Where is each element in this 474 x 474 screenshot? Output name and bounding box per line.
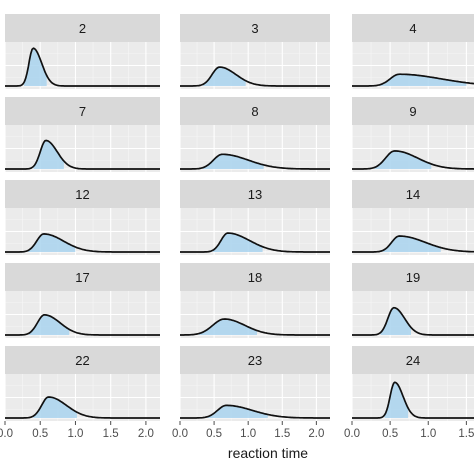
x-tick-label: 0.5 — [206, 428, 222, 440]
x-axes: 0.0 0.5 1.0 1.5 2.0 0.0 0.5 1.0 1.5 2.0 0.0 0.5 1.0 1… — [0, 421, 474, 440]
x-tick-label: 2.0 — [308, 428, 324, 440]
facet-label: 22 — [75, 353, 89, 368]
facet-panel: 14 — [351, 180, 474, 255]
facet-label: 2 — [79, 21, 86, 36]
x-tick-label: 0.0 — [0, 428, 13, 440]
density-curve — [352, 235, 474, 253]
density-fill — [374, 151, 432, 169]
x-tick-label: 0.5 — [382, 428, 398, 440]
x-tick-label: 1.5 — [458, 428, 474, 440]
x-tick-label: 1.0 — [420, 428, 436, 440]
density-fill — [203, 67, 246, 86]
facet-panel: 12 — [4, 180, 160, 255]
facet-label: 23 — [248, 353, 262, 368]
x-tick-label: 0.0 — [344, 428, 360, 440]
facet-label: 8 — [251, 104, 258, 119]
facet-label: 24 — [406, 353, 420, 368]
density-curve — [180, 66, 330, 87]
density-curve — [180, 404, 330, 419]
facet-panel: 22 — [4, 346, 160, 421]
x-axis-title: reaction time — [228, 445, 308, 461]
x-axis: 0.0 0.5 1.0 1.5 2.0 — [172, 421, 324, 440]
density-curve — [352, 73, 474, 87]
facet-panel: 13 — [179, 180, 330, 255]
density-fill — [23, 49, 47, 86]
density-curve — [5, 47, 160, 87]
density-curve — [5, 396, 160, 419]
facet-strip — [5, 180, 160, 208]
density-curve — [352, 306, 474, 336]
facet-panel: 7 — [4, 97, 160, 172]
facet-label: 17 — [75, 270, 89, 285]
facet-label: 3 — [251, 21, 258, 36]
x-tick-label: 2.0 — [138, 428, 154, 440]
density-fill — [33, 141, 64, 169]
density-fill — [29, 315, 70, 335]
facet-panel: 19 — [351, 263, 474, 338]
facet-panel: 17 — [4, 263, 160, 338]
facet-strip — [5, 14, 160, 42]
facet-panel: 9 — [351, 97, 474, 172]
density-curve — [180, 318, 330, 336]
x-axis: 0.0 0.5 1.0 1.5 — [344, 421, 474, 440]
density-fill — [212, 233, 263, 252]
facet-label: 14 — [406, 187, 420, 202]
density-curve — [180, 153, 330, 170]
facet-strip — [5, 346, 160, 374]
facet-strip — [352, 346, 474, 374]
x-tick-label: 0.5 — [32, 428, 48, 440]
facet-label: 18 — [248, 270, 262, 285]
facet-strip — [180, 97, 330, 125]
density-curve — [5, 314, 160, 336]
facet-strip — [352, 263, 474, 291]
facet-strip — [5, 97, 160, 125]
x-tick-label: 1.5 — [103, 428, 119, 440]
density-fill — [384, 383, 409, 418]
facet-label: 7 — [79, 104, 86, 119]
x-tick-label: 1.0 — [67, 428, 83, 440]
density-curve — [352, 381, 474, 419]
density-fill — [379, 74, 467, 86]
density-curve — [5, 139, 160, 170]
facet-strip — [180, 263, 330, 291]
facet-label: 9 — [409, 104, 416, 119]
facet-strip — [180, 346, 330, 374]
facet-strip — [180, 14, 330, 42]
density-curve — [180, 232, 330, 253]
x-tick-label: 1.0 — [240, 428, 256, 440]
facet-panel: 18 — [179, 263, 330, 338]
facet-label: 19 — [406, 270, 420, 285]
facet-strip — [352, 14, 474, 42]
density-fill — [28, 234, 76, 252]
x-tick-label: 0.0 — [172, 428, 188, 440]
density-fill — [380, 308, 411, 335]
density-fill — [198, 319, 257, 335]
facet-strip — [5, 263, 160, 291]
x-axis: 0.0 0.5 1.0 1.5 2.0 — [0, 421, 154, 440]
density-fill — [206, 405, 268, 418]
facet-strip — [352, 97, 474, 125]
facet-panel: 24 — [351, 346, 474, 421]
x-tick-label: 1.5 — [274, 428, 290, 440]
facet-panel: 8 — [179, 97, 330, 172]
facet-panel: 4 — [351, 14, 474, 89]
facet-panel: 3 — [179, 14, 330, 89]
density-fill — [382, 236, 441, 252]
facet-label: 4 — [409, 21, 416, 36]
density-curve — [352, 150, 474, 170]
facet-strip — [180, 180, 330, 208]
facet-strip — [352, 180, 474, 208]
facet-panel: 2 — [4, 14, 160, 89]
facet-panel: 23 — [179, 346, 330, 421]
facet-label: 13 — [248, 187, 262, 202]
density-fill — [202, 154, 264, 169]
density-curve — [5, 233, 160, 253]
facet-label: 12 — [75, 187, 89, 202]
